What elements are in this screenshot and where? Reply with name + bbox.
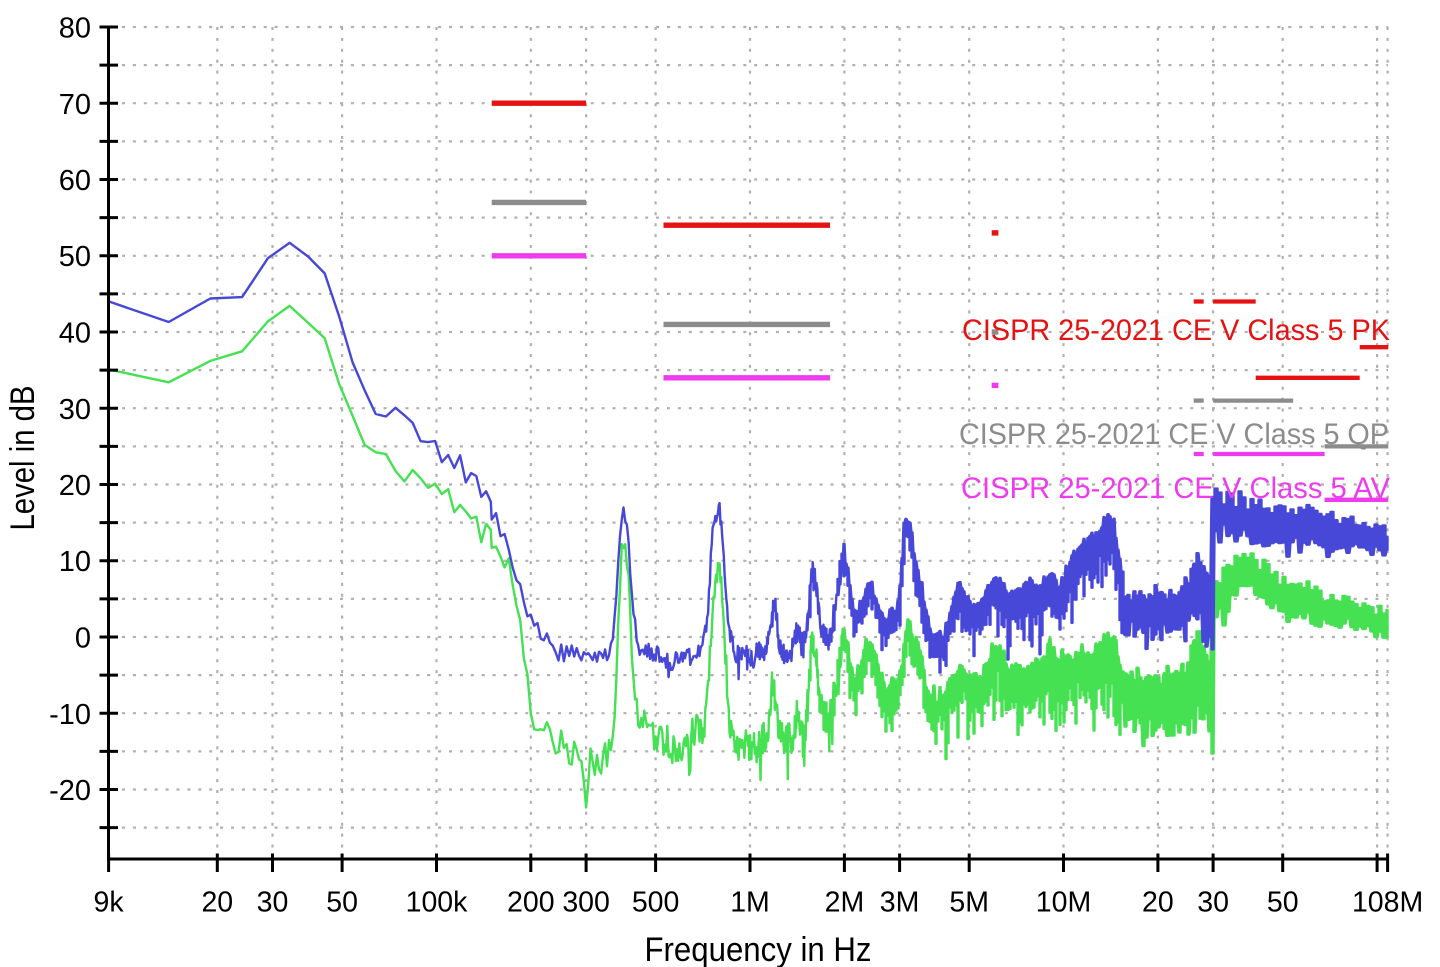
svg-text:0: 0 — [75, 623, 91, 655]
svg-text:Level in dB: Level in dB — [4, 386, 42, 531]
svg-text:300: 300 — [562, 887, 610, 919]
svg-text:20: 20 — [1142, 887, 1174, 919]
svg-text:1M: 1M — [730, 887, 770, 919]
svg-text:30: 30 — [59, 394, 91, 426]
svg-text:-20: -20 — [49, 775, 91, 807]
svg-text:CISPR 25-2021 CE V Class 5 PK: CISPR 25-2021 CE V Class 5 PK — [962, 314, 1390, 347]
svg-text:10M: 10M — [1036, 887, 1091, 919]
svg-text:40: 40 — [59, 318, 91, 350]
svg-text:20: 20 — [201, 887, 233, 919]
svg-text:CISPR 25-2021 CE V Class 5 QP: CISPR 25-2021 CE V Class 5 QP — [959, 418, 1389, 451]
svg-text:80: 80 — [59, 13, 91, 45]
svg-text:100k: 100k — [406, 887, 469, 919]
svg-text:30: 30 — [257, 887, 289, 919]
svg-text:50: 50 — [1267, 887, 1299, 919]
svg-text:70: 70 — [59, 89, 91, 121]
svg-text:Frequency in Hz: Frequency in Hz — [645, 931, 872, 967]
svg-text:30: 30 — [1197, 887, 1229, 919]
svg-text:3M: 3M — [880, 887, 920, 919]
svg-text:50: 50 — [59, 241, 91, 273]
svg-text:10: 10 — [59, 546, 91, 578]
svg-text:-10: -10 — [49, 699, 91, 731]
svg-text:9k: 9k — [94, 887, 125, 919]
svg-text:500: 500 — [632, 887, 680, 919]
svg-text:108M: 108M — [1352, 887, 1423, 919]
svg-text:5M: 5M — [949, 887, 989, 919]
svg-text:60: 60 — [59, 165, 91, 197]
svg-text:CISPR 25-2021 CE V Class 5 AV: CISPR 25-2021 CE V Class 5 AV — [961, 472, 1390, 505]
svg-text:200: 200 — [507, 887, 555, 919]
svg-text:50: 50 — [326, 887, 358, 919]
svg-text:2M: 2M — [825, 887, 865, 919]
svg-text:20: 20 — [59, 470, 91, 502]
